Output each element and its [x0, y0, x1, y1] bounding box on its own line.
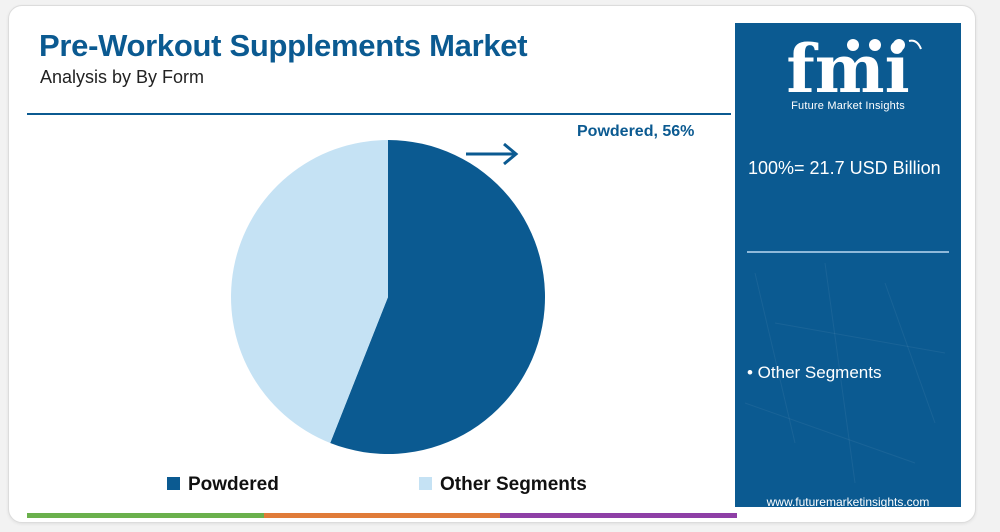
legend-label-other-segments: Other Segments	[440, 474, 587, 495]
footer-bar-green	[27, 513, 264, 518]
callout-label-powdered: Powdered, 56%	[577, 123, 695, 140]
panel-divider	[747, 251, 949, 253]
legend-swatch-other-segments	[419, 477, 432, 490]
pie-slice-other-segments	[231, 140, 388, 443]
legend-swatch-powdered	[167, 477, 180, 490]
title-divider	[27, 113, 731, 115]
legend-item-powdered: Powdered	[167, 474, 279, 496]
panel-texture	[744, 262, 946, 484]
logo-dot-3	[893, 39, 905, 51]
callout-arrow-icon	[466, 142, 519, 166]
footer-bar-purple	[500, 513, 738, 518]
legend-item-other-segments: Other Segments	[419, 474, 587, 496]
info-panel: fmi Future Market Insights 100%= 21.7 US…	[735, 23, 961, 507]
logo-caption: Future Market Insights	[791, 100, 905, 112]
segment-note: • Other Segments	[747, 363, 882, 382]
fmi-logo: fmi	[786, 37, 922, 101]
legend-label-powdered: Powdered	[188, 474, 279, 495]
page-subtitle: Analysis by By Form	[40, 67, 205, 87]
pie-slice-powdered	[330, 140, 546, 455]
website-link[interactable]: www.futuremarketinsights.com	[766, 495, 930, 507]
report-card: Pre-Workout Supplements Market Analysis …	[8, 5, 976, 523]
footer-color-bar	[27, 513, 738, 518]
footer-bar-orange	[263, 513, 501, 518]
logo-dot-2	[869, 39, 881, 51]
pie-chart	[231, 140, 546, 455]
total-market-value: 100%= 21.7 USD Billion	[748, 158, 941, 178]
logo-dot-1	[847, 39, 859, 51]
page-title: Pre-Workout Supplements Market	[39, 28, 528, 63]
